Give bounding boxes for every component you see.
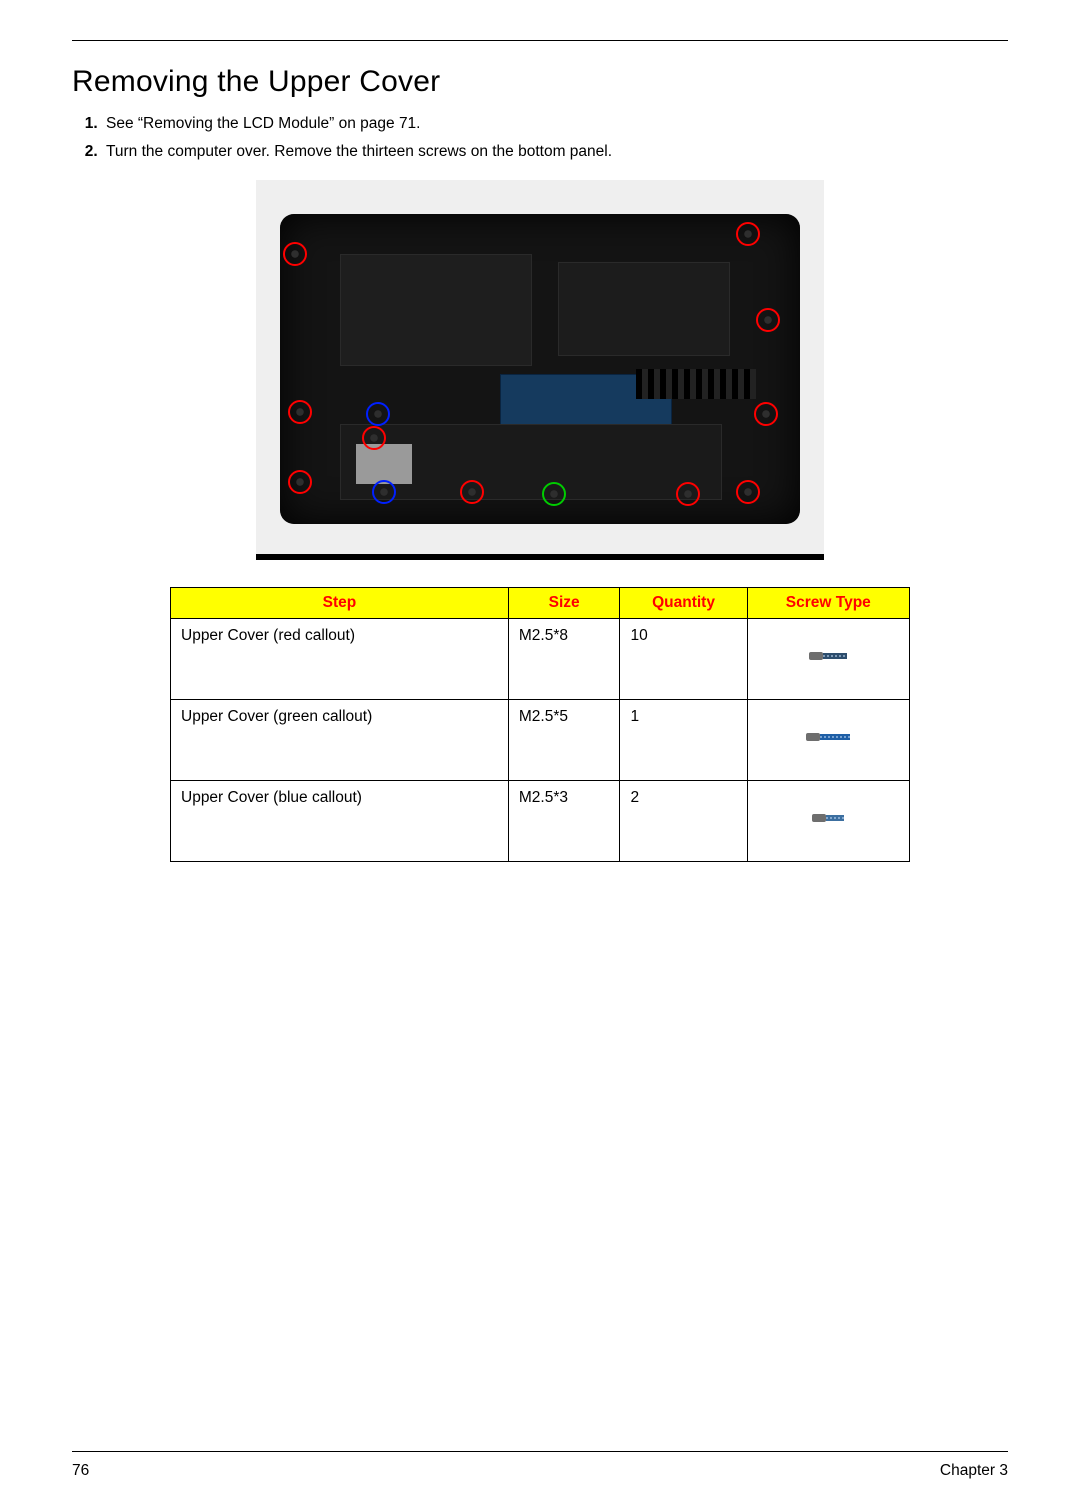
screw-table-wrap: Step Size Quantity Screw Type Upper Cove…	[170, 587, 910, 862]
screw-icon	[793, 798, 863, 838]
chassis	[280, 214, 800, 524]
col-quantity: Quantity	[620, 587, 747, 618]
screw-table: Step Size Quantity Screw Type Upper Cove…	[170, 587, 910, 862]
col-step: Step	[171, 587, 509, 618]
screw-callout-blue	[372, 480, 396, 504]
screw-callout-green	[542, 482, 566, 506]
cell-screw-type	[747, 780, 909, 861]
col-size: Size	[508, 587, 620, 618]
cell-step: Upper Cover (green callout)	[171, 699, 509, 780]
table-row: Upper Cover (green callout)M2.5*51	[171, 699, 910, 780]
top-rule	[72, 40, 1008, 41]
screw-icon	[793, 717, 863, 757]
cell-step: Upper Cover (red callout)	[171, 618, 509, 699]
bottom-rule	[72, 1451, 1008, 1452]
screw-callout-blue	[366, 402, 390, 426]
screw-callout-red	[460, 480, 484, 504]
page-footer: 76 Chapter 3	[72, 1462, 1008, 1480]
vent-grille	[636, 369, 756, 399]
table-row: Upper Cover (blue callout)M2.5*32	[171, 780, 910, 861]
step-item: Turn the computer over. Remove the thirt…	[102, 141, 1008, 163]
page: Removing the Upper Cover See “Removing t…	[0, 0, 1080, 1512]
cell-step: Upper Cover (blue callout)	[171, 780, 509, 861]
screw-callout-red	[288, 470, 312, 494]
screw-callout-red	[736, 222, 760, 246]
cell-quantity: 2	[620, 780, 747, 861]
figure-wrap	[72, 180, 1008, 565]
page-number: 76	[72, 1462, 89, 1480]
cell-screw-type	[747, 699, 909, 780]
label-sticker	[356, 444, 412, 484]
page-title: Removing the Upper Cover	[72, 65, 1008, 99]
bay-slot	[340, 254, 532, 366]
cell-size: M2.5*5	[508, 699, 620, 780]
laptop-bottom-illustration	[256, 180, 824, 560]
screw-callout-red	[756, 308, 780, 332]
screw-callout-red	[288, 400, 312, 424]
bay-slot	[558, 262, 730, 356]
screw-callout-red	[754, 402, 778, 426]
table-header-row: Step Size Quantity Screw Type	[171, 587, 910, 618]
cell-quantity: 1	[620, 699, 747, 780]
screw-callout-red	[676, 482, 700, 506]
step-item: See “Removing the LCD Module” on page 71…	[102, 113, 1008, 135]
cell-size: M2.5*3	[508, 780, 620, 861]
screw-callout-red	[362, 426, 386, 450]
screw-callout-red	[283, 242, 307, 266]
cell-size: M2.5*8	[508, 618, 620, 699]
steps-list: See “Removing the LCD Module” on page 71…	[72, 113, 1008, 164]
figure	[256, 180, 824, 560]
screw-icon	[793, 636, 863, 676]
cell-quantity: 10	[620, 618, 747, 699]
cell-screw-type	[747, 618, 909, 699]
table-row: Upper Cover (red callout)M2.5*810	[171, 618, 910, 699]
chapter-label: Chapter 3	[940, 1462, 1008, 1480]
col-screw-type: Screw Type	[747, 587, 909, 618]
screw-callout-red	[736, 480, 760, 504]
